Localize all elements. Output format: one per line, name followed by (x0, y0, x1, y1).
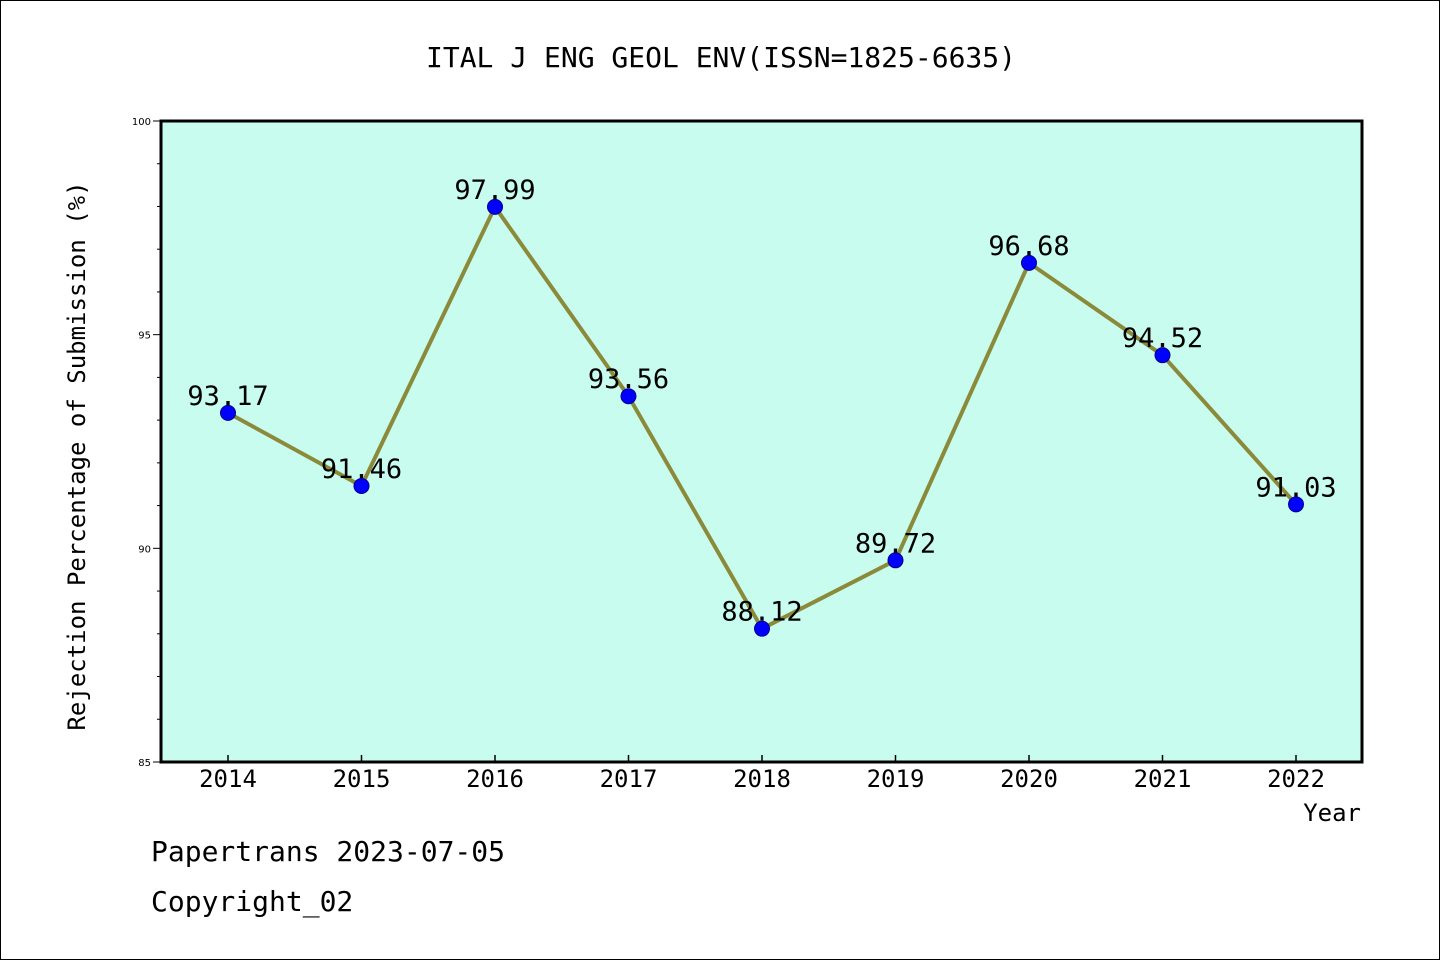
x-tick-label: 2021 (1134, 765, 1192, 793)
plot-area (161, 121, 1362, 762)
footer-copyright: Copyright_02 (151, 885, 354, 918)
y-tick-label: 100 (132, 117, 151, 128)
data-point (220, 404, 236, 421)
data-label: 91.46 (321, 454, 402, 485)
footer-credit: Papertrans 2023-07-05 (151, 835, 506, 868)
data-label: 93.56 (588, 364, 669, 395)
x-tick-label: 2020 (1000, 765, 1058, 793)
data-point (754, 620, 770, 637)
data-label: 96.68 (988, 231, 1069, 262)
data-label: 88.12 (721, 597, 802, 628)
data-point (620, 388, 637, 405)
x-tick-label: 2014 (199, 765, 257, 793)
plot-border (159, 119, 1364, 764)
data-point (887, 552, 904, 569)
data-point (353, 477, 370, 494)
data-labels: 93.17 91.46 97.99 93.56 88.12 89.72 96.68 94.52… (187, 175, 1336, 628)
y-tick-label: 85 (138, 758, 151, 769)
y-axis: 85 90 95 100 (132, 117, 161, 769)
data-label: 97.99 (454, 175, 535, 206)
x-tick-label: 2017 (600, 765, 658, 793)
x-tick-label: 2015 (333, 765, 391, 793)
x-tick-label: 2016 (466, 765, 524, 793)
chart-title: ITAL J ENG GEOL ENV(ISSN=1825-6635) (426, 41, 1016, 74)
y-axis-label: Rejection Percentage of Submission (%) (63, 181, 91, 730)
data-point (1154, 347, 1171, 364)
data-label: 89.72 (855, 528, 936, 559)
data-series (220, 198, 1304, 637)
x-axis: 2014 2015 2016 2017 2018 2019 2020 2021 2022 (199, 755, 1325, 793)
y-tick-label: 95 (138, 331, 151, 342)
y-tick-label: 90 (138, 544, 151, 555)
x-axis-label: Year (1303, 799, 1361, 827)
x-tick-label: 2022 (1267, 765, 1325, 793)
data-point (1021, 254, 1037, 271)
x-tick-label: 2019 (867, 765, 925, 793)
data-label: 91.03 (1255, 472, 1336, 503)
data-point (487, 198, 503, 215)
data-label: 94.52 (1122, 323, 1203, 354)
x-tick-label: 2018 (733, 765, 791, 793)
data-point (1288, 496, 1304, 513)
data-label: 93.17 (187, 381, 268, 412)
